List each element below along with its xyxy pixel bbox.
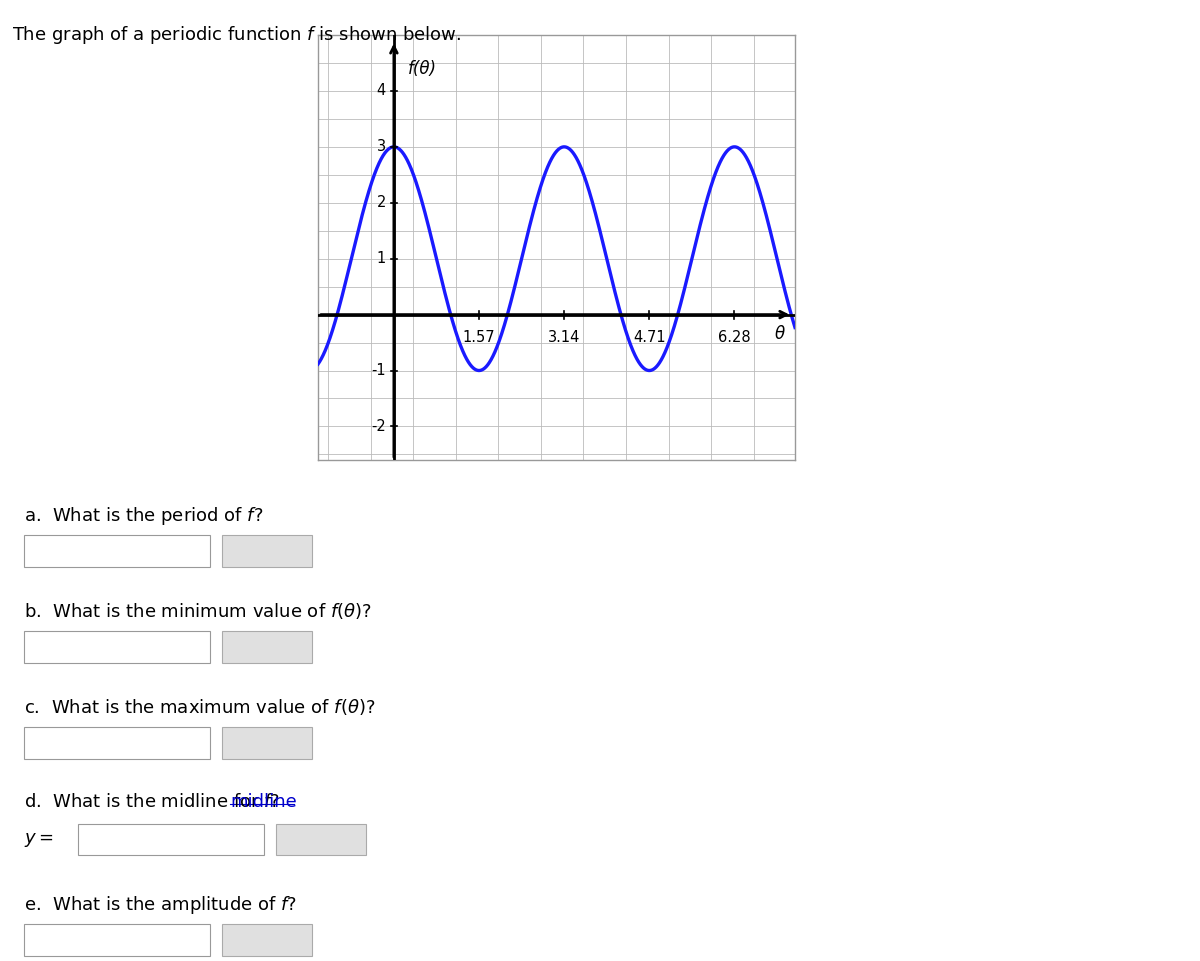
Text: e.  What is the amplitude of $f$?: e. What is the amplitude of $f$?	[24, 894, 296, 916]
Text: Preview: Preview	[239, 544, 295, 558]
Text: a.  What is the period of $f$?: a. What is the period of $f$?	[24, 505, 263, 527]
Text: 3.14: 3.14	[548, 331, 581, 345]
Text: The graph of a periodic function $f$ is shown below.: The graph of a periodic function $f$ is …	[12, 24, 462, 46]
Text: $y =$: $y =$	[24, 831, 54, 849]
Text: f(θ): f(θ)	[408, 61, 437, 78]
Text: midline: midline	[230, 793, 298, 811]
Text: Preview: Preview	[293, 832, 349, 847]
Text: -1: -1	[371, 363, 385, 378]
Text: 4.71: 4.71	[634, 331, 666, 345]
Text: Preview: Preview	[239, 933, 295, 948]
Text: 1: 1	[377, 251, 385, 266]
Text: 2: 2	[377, 195, 385, 210]
Text: -2: -2	[371, 419, 385, 434]
Text: θ: θ	[775, 325, 785, 343]
Text: 6.28: 6.28	[718, 331, 751, 345]
Text: 4: 4	[377, 84, 385, 98]
Text: Preview: Preview	[239, 640, 295, 654]
Text: c.  What is the maximum value of $f(\theta)$?: c. What is the maximum value of $f(\thet…	[24, 697, 376, 717]
Text: d.  What is the midline for $f$?: d. What is the midline for $f$?	[24, 793, 280, 811]
Text: 3: 3	[377, 139, 385, 155]
Text: 1.57: 1.57	[463, 331, 496, 345]
Text: b.  What is the minimum value of $f(\theta)$?: b. What is the minimum value of $f(\thet…	[24, 601, 372, 621]
Text: Preview: Preview	[239, 736, 295, 751]
